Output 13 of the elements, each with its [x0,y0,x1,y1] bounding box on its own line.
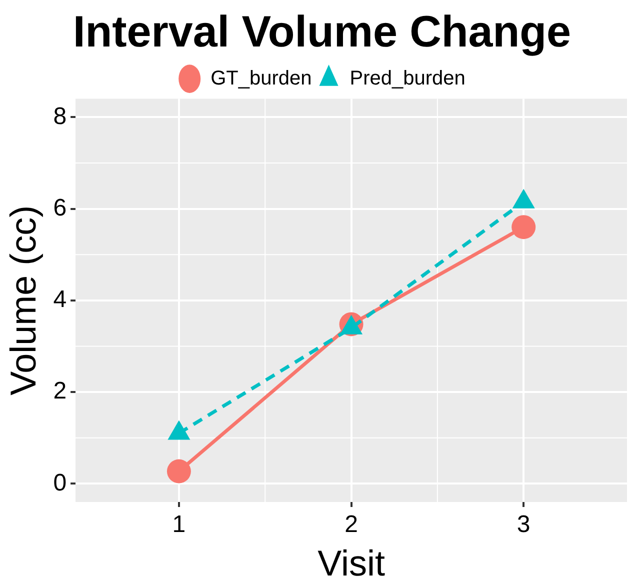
x-tick-label: 1 [172,511,186,538]
y-tick-label: 0 [53,469,67,496]
y-tick-label: 6 [53,194,67,222]
y-tick-label: 2 [53,378,67,405]
x-axis-title: Visit [318,542,385,584]
x-tick-label: 3 [516,511,530,538]
legend-label: GT_burden [210,67,312,90]
y-tick-label: 4 [53,286,67,314]
chart-title: Interval Volume Change [73,8,571,57]
y-tick-label: 8 [53,102,67,130]
y-axis-title: Volume (cc) [2,205,44,396]
x-tick-label: 2 [344,511,358,538]
legend-label: Pred_burden [350,67,466,90]
